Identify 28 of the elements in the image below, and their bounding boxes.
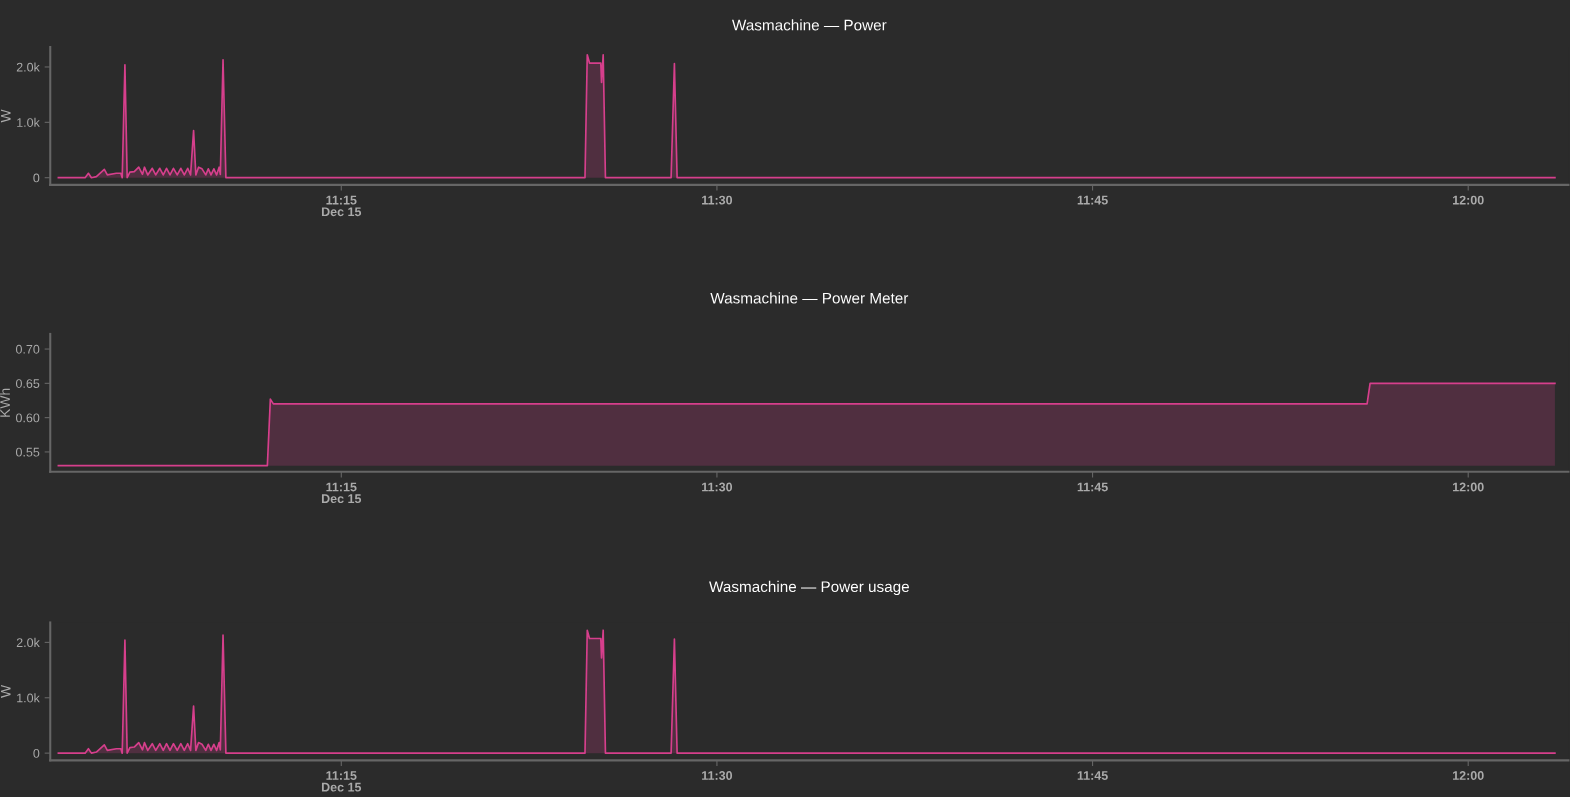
y-tick-label: 0: [33, 173, 40, 183]
x-tick-label: 11:15 Dec 15: [321, 771, 362, 792]
x-tick-label: 12:00: [1453, 771, 1484, 780]
x-tick-label: 11:45: [1077, 482, 1108, 492]
x-tick-label: 12:00: [1453, 195, 1484, 205]
y-axis-title: W: [0, 109, 11, 123]
x-tick-label: 11:30: [702, 482, 733, 492]
y-axis-title: KWh: [0, 388, 10, 417]
y-tick-label: 1.0k: [17, 117, 40, 127]
x-tick-label: 11:15 Dec 15: [321, 482, 362, 504]
chart-title: Wasmachine — Power usage: [709, 580, 909, 596]
y-tick-label: 2.0k: [16, 62, 40, 72]
y-tick-label: 0.60: [15, 413, 40, 423]
chart-title: Wasmachine — Power: [732, 19, 887, 31]
y-tick-label: 0: [33, 748, 40, 758]
chart-title: Wasmachine — Power Meter: [710, 292, 909, 304]
y-axis-title: W: [0, 684, 11, 698]
y-tick-label: 2.0k: [16, 637, 40, 648]
x-tick-label: 12:00: [1453, 482, 1484, 492]
y-tick-label: 0.70: [15, 344, 40, 354]
x-tick-label: 11:45: [1077, 195, 1108, 205]
x-tick-label: 11:15 Dec 15: [321, 195, 362, 217]
y-tick-label: 1.0k: [17, 693, 40, 703]
y-tick-label: 0.55: [15, 447, 40, 457]
x-tick-label: 11:30: [702, 771, 733, 780]
y-tick-label: 0.65: [15, 379, 40, 388]
x-tick-label: 11:45: [1077, 771, 1108, 780]
x-tick-label: 11:30: [702, 195, 733, 205]
